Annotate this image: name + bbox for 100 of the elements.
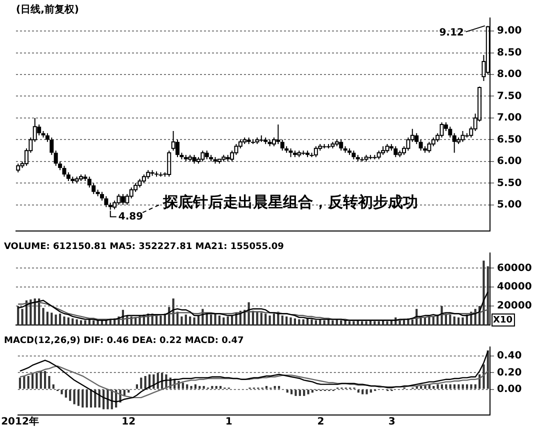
bar [86,390,88,408]
bar [348,321,351,325]
bar [260,312,262,325]
bar [486,350,489,389]
candlestick [16,163,20,173]
bar [332,320,334,325]
bar [42,308,44,325]
y-tick-label: 0.40 [497,350,522,362]
annotation: 探底针后走出晨星组合，反转初步成功 [162,192,418,211]
bar [23,376,26,389]
bar [290,317,292,325]
bar [449,314,452,325]
x-tick-label: 2 [317,416,324,428]
bar [52,384,54,389]
bar [50,312,53,325]
text: VOLUME: 612150.81 MA5: 352227.81 MA21: 155055.09 [4,242,284,252]
candlestick [418,139,423,152]
bar [290,390,293,394]
y-tick-label: 0.20 [497,367,522,378]
bar [215,386,218,389]
bar [222,317,225,325]
bar [265,386,268,389]
bar [310,319,313,325]
bar [449,384,452,389]
bar [54,314,57,325]
candlestick [62,165,66,178]
bar [278,386,280,389]
bar [457,317,460,325]
y-tick-label: 0.00 [497,384,522,395]
bar [272,314,276,325]
bar [27,376,30,389]
text: MACD(12,26,9) DIF: 0.46 DEA: 0.22 MACD: 0.47 [4,336,244,346]
bar [84,320,86,325]
bar [462,317,464,325]
bar [214,314,216,325]
y-tick-label: 6.00 [497,156,522,168]
candlestick [460,130,465,142]
bar [197,316,200,325]
bar [210,314,212,325]
bar [294,390,297,396]
x-tick-label: 12 [122,416,136,428]
candlestick [414,132,419,145]
bar [202,386,205,389]
bar [432,386,435,389]
bar [72,318,74,325]
bar [156,372,159,389]
bar [323,320,326,325]
bar [470,384,472,389]
bar [60,390,63,394]
text: X10 [493,315,512,326]
bar [184,314,187,325]
candlestick [394,146,398,158]
bar [298,319,300,325]
candlestick [54,150,58,166]
x-tick-label: 3 [388,416,396,428]
bar [58,314,62,325]
bar [182,382,184,389]
bar [46,312,49,325]
bar [160,316,162,325]
y-tick-label: 40000 [497,282,532,293]
x-tick-label: 2012年 [1,416,39,428]
bar [189,316,192,325]
bar [378,321,380,325]
bar [366,390,368,394]
y-tick-label: 5.50 [497,178,522,189]
y-tick-label: 8.00 [497,69,522,80]
candlestick [37,124,42,136]
bar [40,371,42,389]
bar [18,378,22,389]
bar [307,390,310,394]
candlestick [339,139,344,152]
bar [44,371,46,389]
bar [73,390,76,404]
candlestick [104,196,108,208]
y-tick-label: 20000 [497,300,532,312]
candlestick [120,194,125,206]
bar [445,384,448,389]
bar [230,316,234,325]
bar [190,386,192,389]
bar [136,384,138,389]
y-tick-label: 6.50 [497,134,522,146]
candlestick [452,132,456,154]
bar [64,390,67,398]
bar [314,320,317,325]
bar [90,390,92,408]
bar [298,390,301,396]
bar [193,317,196,325]
candlestick [276,124,280,145]
annotation: 4.89 [118,211,144,222]
bar [474,384,476,389]
bar [17,306,20,325]
candlestick [280,139,284,152]
bar [194,384,197,389]
bar [218,316,220,325]
bar [80,320,82,325]
bar [453,316,456,325]
bar [486,266,489,325]
bar [294,318,296,325]
candlestick [50,137,54,156]
bar [31,372,34,389]
